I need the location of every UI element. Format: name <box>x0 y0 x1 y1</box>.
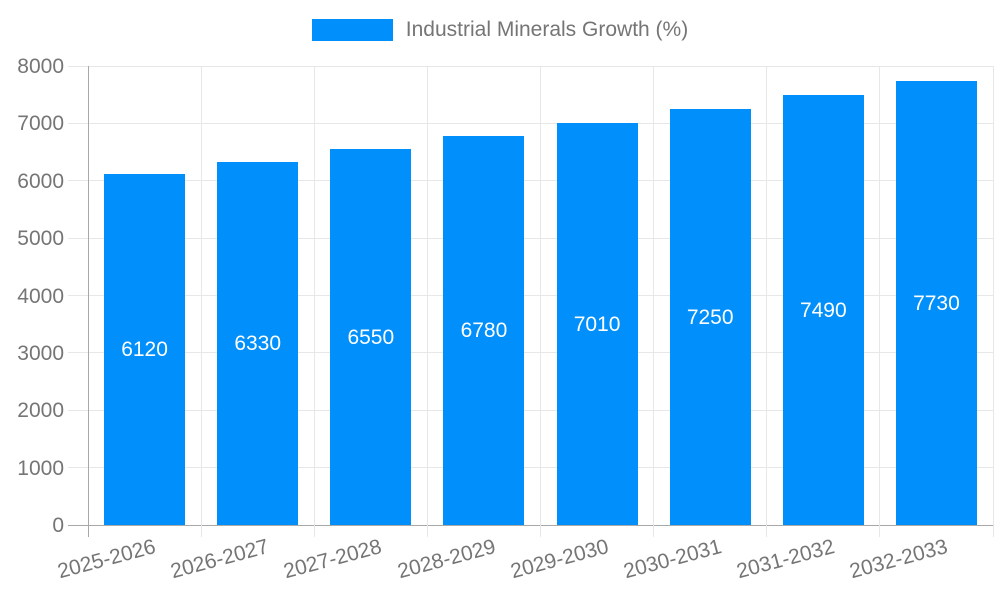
bar-value-label: 7250 <box>686 306 734 330</box>
x-tick-label: 2027-2028 <box>281 535 385 584</box>
y-tick-label: 2000 <box>17 399 64 423</box>
bar[interactable] <box>782 95 864 525</box>
x-tick-label: 2029-2030 <box>507 535 611 584</box>
bar[interactable] <box>217 161 299 525</box>
y-gridline <box>68 352 993 354</box>
y-axis-line <box>87 66 89 537</box>
y-tick-label: 0 <box>52 514 64 537</box>
y-tick-label: 5000 <box>17 227 64 251</box>
y-tick-label: 6000 <box>17 169 64 193</box>
x-gridline <box>426 66 428 537</box>
x-gridline <box>653 66 655 537</box>
y-tick-label: 1000 <box>17 456 64 480</box>
y-gridline <box>68 122 993 124</box>
x-gridline <box>200 66 202 537</box>
x-tick-label: 2028-2029 <box>394 535 498 584</box>
x-tick-label: 2032-2033 <box>847 535 951 584</box>
x-gridline <box>879 66 881 537</box>
x-gridline <box>313 66 315 537</box>
bar-value-label: 6550 <box>347 326 395 350</box>
y-tick-label: 7000 <box>17 112 64 136</box>
bar-value-label: 6330 <box>234 332 282 356</box>
y-gridline <box>68 180 993 182</box>
x-gridline <box>540 66 541 537</box>
y-gridline <box>68 65 993 67</box>
bar-value-label: 6120 <box>121 338 168 362</box>
y-gridline <box>68 237 993 239</box>
chart-legend[interactable]: Industrial Minerals Growth (%) <box>0 18 1000 42</box>
y-gridline <box>68 467 993 469</box>
bar[interactable] <box>443 135 525 525</box>
x-tick-label: 2026-2027 <box>168 535 272 584</box>
bar-value-label: 7730 <box>913 292 960 316</box>
y-tick-label: 4000 <box>17 284 64 308</box>
bar-value-label: 7490 <box>799 299 847 323</box>
x-tick-label: 2030-2031 <box>620 535 724 584</box>
bar[interactable] <box>895 81 977 525</box>
legend-swatch <box>311 19 393 41</box>
bar-value-label: 7010 <box>573 312 621 336</box>
y-gridline <box>68 409 993 411</box>
bar[interactable] <box>104 173 186 525</box>
legend-label: Industrial Minerals Growth (%) <box>405 18 689 41</box>
x-axis-line <box>68 524 993 526</box>
x-gridline <box>992 66 994 537</box>
y-tick-label: 3000 <box>17 341 64 365</box>
x-gridline <box>766 66 768 537</box>
bar-value-label: 6780 <box>460 319 508 343</box>
bar[interactable] <box>669 109 751 525</box>
y-tick-label: 8000 <box>17 55 64 78</box>
bar[interactable] <box>330 149 412 525</box>
x-tick-label: 2025-2026 <box>55 535 159 584</box>
bar[interactable] <box>556 122 638 525</box>
x-tick-label: 2031-2032 <box>734 535 838 584</box>
y-gridline <box>68 295 993 296</box>
